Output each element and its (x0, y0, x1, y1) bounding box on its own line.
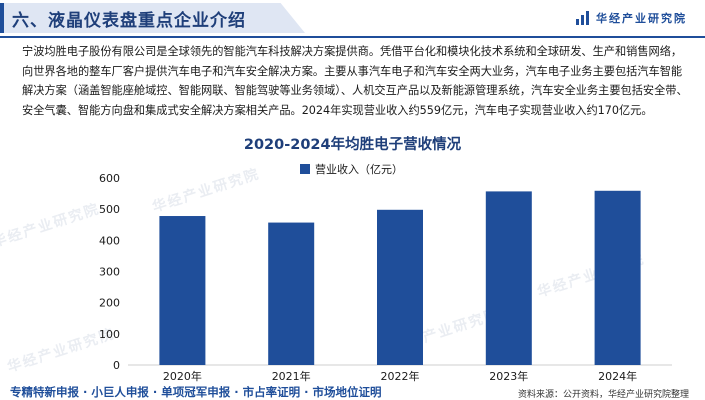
x-tick-label: 2022年 (381, 369, 420, 383)
header-divider (0, 36, 705, 38)
legend-label: 营业收入（亿元） (315, 162, 403, 176)
title-accent-bar (0, 3, 4, 33)
brand-logo-icon (576, 11, 590, 25)
bar (485, 191, 532, 365)
x-tick-label: 2024年 (598, 369, 637, 383)
brand: 华经产业研究院 (576, 10, 687, 26)
x-tick-label: 2023年 (489, 369, 528, 383)
y-tick-label: 400 (99, 234, 120, 247)
legend-swatch (300, 164, 310, 174)
x-tick-label: 2020年 (163, 369, 202, 383)
page-title: 六、液晶仪表盘重点企业介绍 (12, 11, 246, 31)
company-intro: 宁波均胜电子股份有限公司是全球领先的智能汽车科技解决方案提供商。凭借平台化和模块… (22, 45, 688, 117)
bar (268, 222, 315, 365)
x-tick-label: 2021年 (272, 369, 311, 383)
y-tick-label: 0 (113, 359, 120, 372)
y-tick-label: 600 (99, 172, 120, 185)
bar (594, 190, 641, 365)
footer-source: 资料来源：公开资料，华经产业研究院整理 (517, 390, 689, 400)
chart-title: 2020-2024年均胜电子营收情况 (243, 137, 462, 153)
footer-tags: 专精特新申报 · 小巨人申报 · 单项冠军申报 · 市占率证明 · 市场地位证明 (10, 385, 382, 399)
header: 六、液晶仪表盘重点企业介绍 华经产业研究院 (0, 0, 705, 38)
y-tick-label: 300 (99, 266, 120, 279)
y-tick-label: 500 (99, 203, 120, 216)
brand-name: 华经产业研究院 (596, 12, 687, 25)
title-banner (0, 3, 305, 33)
y-tick-label: 200 (99, 297, 120, 310)
y-tick-label: 100 (99, 328, 120, 341)
bar (159, 216, 206, 365)
revenue-bar-chart: 营业收入（亿元） 0 100 200 300 400 500 600 2020年 2021年 202… (99, 162, 672, 383)
bar (377, 209, 423, 365)
